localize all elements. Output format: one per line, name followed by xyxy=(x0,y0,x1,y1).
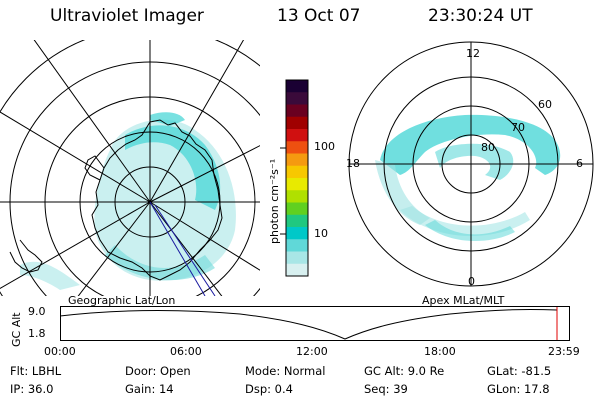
info-filter: Flt: LBHL xyxy=(10,364,62,378)
altitude-plot-frame xyxy=(60,306,570,341)
right-map-caption: Apex MLat/MLT xyxy=(422,294,505,307)
satellite-track xyxy=(149,201,216,296)
mlt-label-18: 18 xyxy=(346,157,360,170)
info-glon: GLon: 17.8 xyxy=(487,382,550,396)
info-mode: Mode: Normal xyxy=(245,364,326,378)
colorbar-swatch xyxy=(286,165,308,179)
longitude-lines xyxy=(0,40,260,296)
mlat-label-70: 70 xyxy=(511,121,525,134)
time-tick-1800: 18:00 xyxy=(424,345,456,358)
colorbar-swatch xyxy=(286,141,308,154)
instrument-title: Ultraviolet Imager xyxy=(50,6,204,26)
colorbar-swatch xyxy=(286,116,308,130)
mlt-label-6: 6 xyxy=(576,157,583,170)
colorbar-swatch xyxy=(286,202,308,216)
time-tick-0600: 06:00 xyxy=(170,345,202,358)
mlt-label-12: 12 xyxy=(466,47,480,60)
colorbar-swatch xyxy=(286,104,308,118)
colorbar-swatch xyxy=(286,263,308,277)
mlat-label-60: 60 xyxy=(538,98,552,111)
left-aurora-emission xyxy=(20,112,236,290)
info-dsp: Dsp: 0.4 xyxy=(245,382,293,396)
mlt-label-0: 0 xyxy=(468,275,475,288)
antarctica-coastline xyxy=(91,119,223,281)
colorbar-swatch xyxy=(286,129,308,142)
colorbar xyxy=(280,79,309,277)
image-time: 23:30:24 UT xyxy=(428,6,533,26)
colorbar-swatch xyxy=(286,178,308,191)
altitude-plot xyxy=(60,306,570,341)
colorbar-swatches xyxy=(286,80,308,277)
left-map-caption: Geographic Lat/Lon xyxy=(68,294,176,307)
info-glat: GLat: -81.5 xyxy=(487,364,552,378)
colorbar-swatch xyxy=(286,190,308,203)
altitude-axis-label: GC Alt xyxy=(10,312,23,347)
right-aurora-oval xyxy=(375,114,561,242)
colorbar-swatch xyxy=(286,153,308,167)
info-ip: IP: 36.0 xyxy=(10,382,54,396)
info-gain: Gain: 14 xyxy=(125,382,174,396)
mlat-label-80: 80 xyxy=(481,141,495,154)
info-gc-alt: GC Alt: 9.0 Re xyxy=(364,364,445,378)
colorbar-tick-100: 100 xyxy=(314,140,335,153)
altitude-tick-bottom: 1.8 xyxy=(28,327,46,340)
colorbar-swatch xyxy=(286,251,308,265)
colorbar-unit-label: photon cm⁻²s⁻¹ xyxy=(268,158,281,244)
altitude-curve xyxy=(60,308,558,340)
time-tick-2359: 23:59 xyxy=(548,345,580,358)
info-seq: Seq: 39 xyxy=(364,382,408,396)
info-door: Door: Open xyxy=(125,364,191,378)
colorbar-tick-10: 10 xyxy=(314,227,328,240)
time-tick-1200: 12:00 xyxy=(296,345,328,358)
colorbar-swatch xyxy=(286,214,308,228)
colorbar-swatch xyxy=(286,239,308,252)
south-america-coast xyxy=(9,239,43,273)
mlt-lines xyxy=(349,42,593,286)
magnetic-polar-map xyxy=(348,41,594,287)
altitude-tick-top: 9.0 xyxy=(28,305,46,318)
colorbar-frame xyxy=(285,79,309,277)
time-tick-0000: 00:00 xyxy=(44,345,76,358)
image-date: 13 Oct 07 xyxy=(277,6,361,26)
antarctic-peninsula xyxy=(84,155,105,181)
colorbar-swatch xyxy=(286,227,308,240)
colorbar-swatch xyxy=(286,92,308,105)
colorbar-swatch xyxy=(286,80,308,93)
geographic-polar-map xyxy=(0,40,260,296)
